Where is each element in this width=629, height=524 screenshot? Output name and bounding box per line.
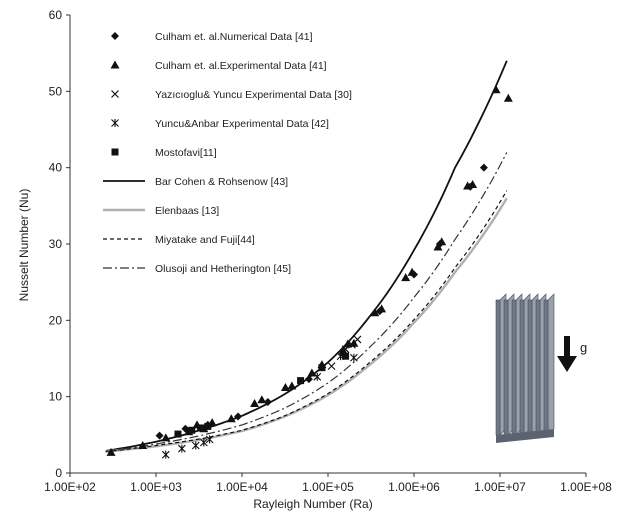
legend-label: Mostofavi[11]	[155, 147, 217, 159]
data-point-triangle	[257, 395, 267, 404]
data-point-x	[353, 335, 362, 344]
fin-array-inset: g	[495, 293, 587, 443]
y-tick-label: 0	[55, 466, 62, 480]
curve-dashdot	[105, 152, 508, 453]
series-points	[106, 85, 513, 459]
legend-label: Olusoji and Hetherington [45]	[155, 263, 291, 275]
legend-marker-x	[111, 90, 119, 98]
data-point-triangle	[250, 399, 260, 408]
legend-label: Culham et. al.Experimental Data [41]	[155, 60, 327, 72]
legend-label: Bar Cohen & Rohsenow [43]	[155, 176, 288, 188]
legend-marker-triangle	[110, 60, 120, 69]
data-point-diamond	[304, 375, 313, 384]
y-tick-label: 30	[49, 237, 63, 251]
data-point-triangle	[468, 179, 478, 188]
data-point-square	[197, 424, 205, 432]
data-point-triangle	[161, 433, 171, 442]
gravity-label: g	[580, 340, 587, 355]
data-point-asterisk	[178, 444, 186, 453]
data-point-asterisk	[191, 441, 200, 450]
data-point-diamond	[234, 412, 243, 421]
x-tick-label: 1.00E+06	[388, 480, 440, 494]
data-point-square	[318, 364, 326, 372]
data-point-x	[327, 362, 336, 371]
legend-marker-asterisk	[111, 119, 119, 127]
x-tick-label: 1.00E+07	[474, 480, 526, 494]
data-point-triangle	[491, 85, 501, 94]
data-point-square	[204, 422, 212, 430]
data-point-x	[341, 345, 350, 354]
data-point-triangle	[307, 368, 317, 377]
x-axis-title: Rayleigh Number (Ra)	[253, 497, 372, 511]
legend-label: Miyatake and Fuji[44]	[155, 234, 255, 246]
curve-dashed	[105, 190, 508, 453]
fin-side	[547, 293, 555, 436]
data-point-triangle	[407, 267, 417, 276]
data-point-diamond	[479, 163, 488, 172]
data-point-asterisk	[313, 372, 322, 381]
fin-front	[503, 299, 509, 436]
data-point-square	[188, 426, 196, 434]
data-point-triangle	[503, 93, 513, 102]
legend: Culham et. al.Numerical Data [41] Culham …	[103, 31, 352, 275]
data-point-triangle	[226, 414, 236, 423]
y-axis-title: Nusselt Number (Nu)	[17, 189, 31, 302]
x-ticks: 1.00E+02 1.00E+03 1.00E+04 1.00E+05 1.00E+06…	[44, 473, 612, 494]
fin-front	[519, 299, 525, 436]
fin-front	[511, 299, 517, 436]
data-point-asterisk	[350, 353, 358, 362]
data-point-asterisk	[161, 450, 170, 459]
data-point-triangle	[343, 339, 353, 348]
data-point-triangle	[280, 383, 290, 392]
data-point-asterisk	[199, 438, 208, 447]
y-tick-label: 50	[49, 84, 63, 98]
x-tick-label: 1.00E+05	[302, 480, 354, 494]
data-point-triangle	[106, 447, 116, 456]
data-point-diamond	[263, 398, 272, 407]
data-point-square	[342, 352, 350, 360]
data-point-triangle	[370, 308, 380, 317]
data-point-asterisk	[205, 435, 214, 444]
legend-marker-square	[111, 148, 119, 156]
x-tick-label: 1.00E+02	[44, 480, 96, 494]
gravity-arrow-icon	[557, 336, 577, 372]
fin-front	[543, 299, 549, 436]
y-tick-label: 40	[49, 161, 63, 175]
legend-label: Culham et. al.Numerical Data [41]	[155, 31, 313, 43]
data-point-square	[297, 377, 305, 385]
data-point-triangle	[287, 381, 297, 390]
legend-marker-diamond	[111, 32, 119, 40]
data-point-triangle	[433, 242, 443, 251]
fin-front	[495, 299, 501, 436]
x-tick-label: 1.00E+03	[130, 480, 182, 494]
data-point-triangle	[377, 304, 387, 313]
data-point-triangle	[437, 237, 447, 246]
x-tick-label: 1.00E+08	[560, 480, 612, 494]
x-tick-label: 1.00E+04	[216, 480, 268, 494]
data-point-triangle	[401, 273, 411, 282]
y-ticks: 0 10 20 30 40 50 60	[49, 8, 70, 480]
y-tick-label: 60	[49, 8, 63, 22]
y-tick-label: 10	[49, 390, 63, 404]
curve-light	[105, 197, 508, 453]
legend-label: Yazıcıoglu& Yuncu Experimental Data [30]	[155, 89, 352, 101]
vertical-fin-array-icon	[495, 293, 555, 443]
y-tick-label: 20	[49, 313, 63, 327]
legend-label: Elenbaas [13]	[155, 205, 219, 217]
fin-base	[496, 429, 554, 443]
data-point-triangle	[138, 441, 148, 450]
data-point-diamond	[155, 431, 164, 440]
data-point-square	[174, 430, 182, 438]
fin-front	[527, 299, 533, 436]
legend-label: Yuncu&Anbar Experimental Data [42]	[155, 118, 329, 130]
fin-front	[535, 299, 541, 436]
